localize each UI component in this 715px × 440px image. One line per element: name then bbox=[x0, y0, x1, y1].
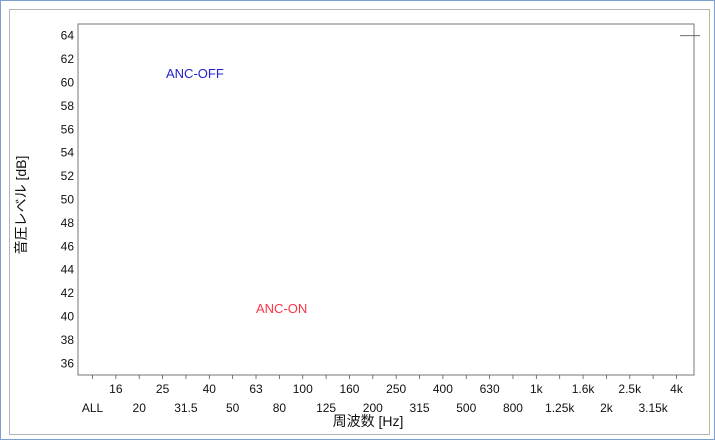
x-tick-label: 50 bbox=[226, 401, 240, 415]
x-axis-label: 周波数 [Hz] bbox=[333, 413, 404, 429]
x-tick-label: 25 bbox=[156, 382, 170, 396]
y-tick-label: 60 bbox=[61, 76, 75, 90]
y-tick-label: 38 bbox=[61, 333, 75, 347]
x-tick-label: 2.5k bbox=[618, 382, 642, 396]
x-tick-label: 400 bbox=[433, 382, 453, 396]
y-axis-label: 音圧レベル [dB] bbox=[13, 156, 29, 255]
y-tick-label: 54 bbox=[61, 146, 75, 160]
x-tick-label: 500 bbox=[456, 401, 476, 415]
y-tick-label: 36 bbox=[61, 356, 75, 370]
x-tick-label: 31.5 bbox=[174, 401, 198, 415]
x-tick-label: 80 bbox=[273, 401, 287, 415]
x-tick-label: 40 bbox=[203, 382, 217, 396]
x-tick-label: 800 bbox=[503, 401, 523, 415]
x-tick-label: 315 bbox=[410, 401, 430, 415]
y-tick-label: 58 bbox=[61, 99, 75, 113]
x-tick-label: 16 bbox=[109, 382, 123, 396]
x-tick-label: ALL bbox=[82, 401, 104, 415]
labels: 36 38 40 42 44 46 48 50 52 54 56 58 60 62 64 ALL 16 20 25 3… bbox=[61, 29, 684, 415]
axes bbox=[77, 23, 700, 379]
x-tick-label: 125 bbox=[316, 401, 336, 415]
y-tick-label: 48 bbox=[61, 216, 75, 230]
y-tick-label: 44 bbox=[61, 263, 75, 277]
x-tick-label: 200 bbox=[363, 401, 383, 415]
x-tick-label: 2k bbox=[600, 401, 614, 415]
plot-area bbox=[77, 23, 695, 376]
y-tick-label: 46 bbox=[61, 239, 75, 253]
annotation-anc-off: ANC-OFF bbox=[166, 66, 224, 81]
x-tick-label: 1.25k bbox=[545, 401, 575, 415]
y-tick-label: 64 bbox=[61, 29, 75, 43]
x-tick-label: 100 bbox=[293, 382, 313, 396]
x-tick-label: 20 bbox=[133, 401, 147, 415]
y-tick-label: 40 bbox=[61, 310, 75, 324]
x-tick-label: 4k bbox=[670, 382, 684, 396]
x-tick-label: 1k bbox=[530, 382, 544, 396]
x-tick-label: 1.6k bbox=[572, 382, 596, 396]
y-tick-label: 50 bbox=[61, 193, 75, 207]
y-tick-label: 56 bbox=[61, 122, 75, 136]
y-tick-label: 62 bbox=[61, 52, 75, 66]
y-tick-label: 52 bbox=[61, 169, 75, 183]
y-tick-label: 42 bbox=[61, 286, 75, 300]
x-tick-label: 63 bbox=[249, 382, 263, 396]
x-tick-label: 250 bbox=[386, 382, 406, 396]
annotation-anc-on: ANC-ON bbox=[256, 301, 307, 316]
x-tick-label: 630 bbox=[480, 382, 500, 396]
x-tick-label: 160 bbox=[339, 382, 359, 396]
x-tick-label: 3.15k bbox=[638, 401, 668, 415]
